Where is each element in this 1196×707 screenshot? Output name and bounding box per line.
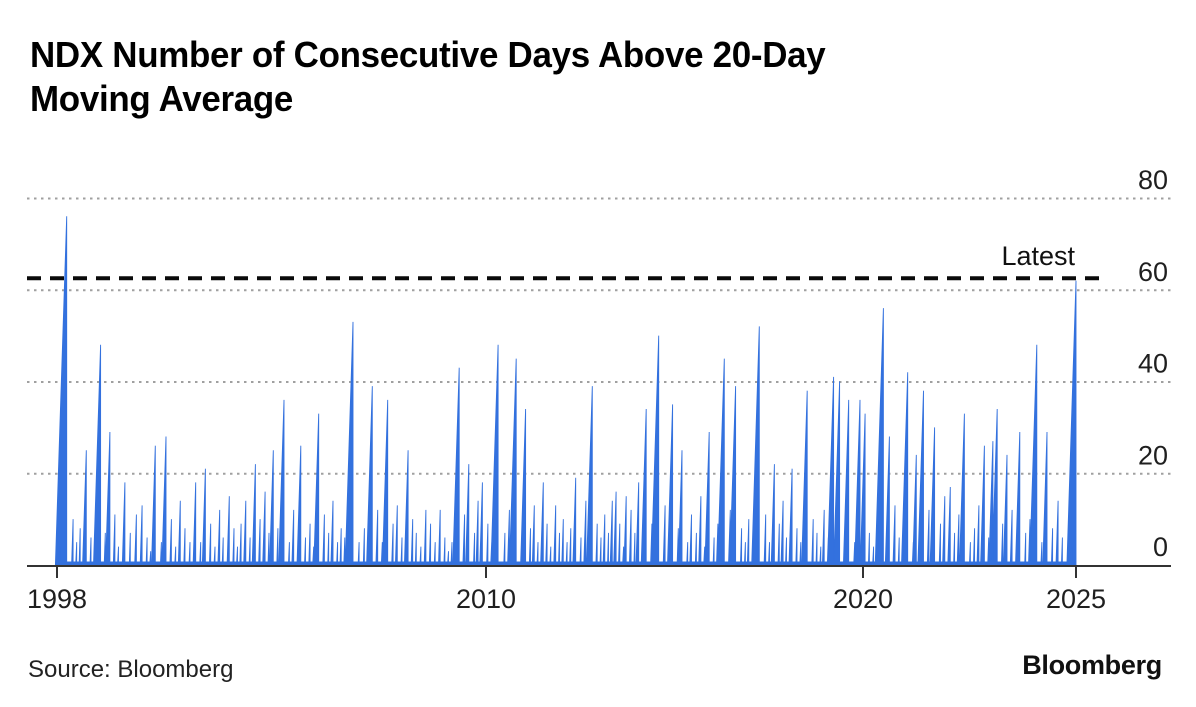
x-axis-label-2010: 2010 (456, 584, 516, 614)
baseline-band (57, 561, 1076, 565)
x-axis-label-2020: 2020 (833, 584, 893, 614)
consecutive-days-series (54, 216, 1077, 566)
x-axis-label-2025: 2025 (1046, 584, 1106, 614)
y-axis-label-60: 60 (1138, 257, 1168, 287)
chart-title-line2: Moving Average (30, 78, 294, 119)
y-axis-label-80: 80 (1138, 165, 1168, 195)
chart-title: NDX Number of Consecutive Days Above 20-… (30, 33, 981, 121)
y-axis-label-40: 40 (1138, 349, 1168, 379)
x-axis-label-1998: 1998 (27, 584, 87, 614)
latest-annotation-label: Latest (1001, 241, 1075, 271)
y-axis-label-20: 20 (1138, 440, 1168, 470)
source-credit: Source: Bloomberg (28, 656, 234, 683)
chart-title-line1: NDX Number of Consecutive Days Above 20-… (30, 34, 826, 75)
y-axis-label-0: 0 (1153, 532, 1168, 562)
bloomberg-logo: Bloomberg (1022, 650, 1162, 680)
